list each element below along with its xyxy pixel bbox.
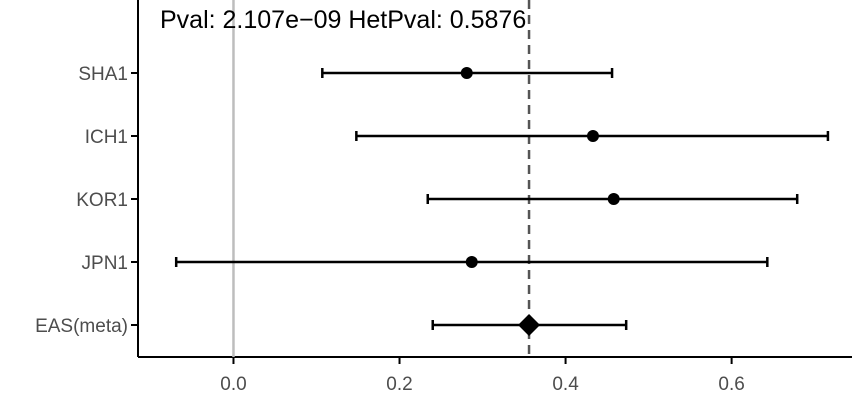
x-tick-label: 0.2 <box>386 374 412 393</box>
point-estimate <box>586 130 599 142</box>
y-tick-label: EAS(meta) <box>35 316 128 337</box>
x-tick-label: 0.4 <box>552 374 579 393</box>
point-estimate <box>607 193 620 205</box>
meta-diamond <box>518 314 541 336</box>
y-tick-label: JPN1 <box>82 253 128 274</box>
reference-lines <box>232 0 531 357</box>
x-tick-label: 0.6 <box>718 374 744 393</box>
marks <box>174 67 830 336</box>
chart-title: Pval: 2.107e−09 HetPval: 0.5876 <box>160 6 527 34</box>
y-tick-labels: SHA1 ICH1 KOR1 JPN1 EAS(meta) <box>35 64 128 337</box>
x-tick-labels: 0.0 0.2 0.4 0.6 <box>220 374 745 393</box>
axes <box>131 0 852 364</box>
y-tick-label: ICH1 <box>85 127 128 148</box>
y-tick-label: SHA1 <box>78 64 128 85</box>
x-tick-label: 0.0 <box>220 374 246 393</box>
y-tick-label: KOR1 <box>76 190 128 211</box>
point-estimate <box>465 256 478 268</box>
point-estimate <box>460 67 473 79</box>
